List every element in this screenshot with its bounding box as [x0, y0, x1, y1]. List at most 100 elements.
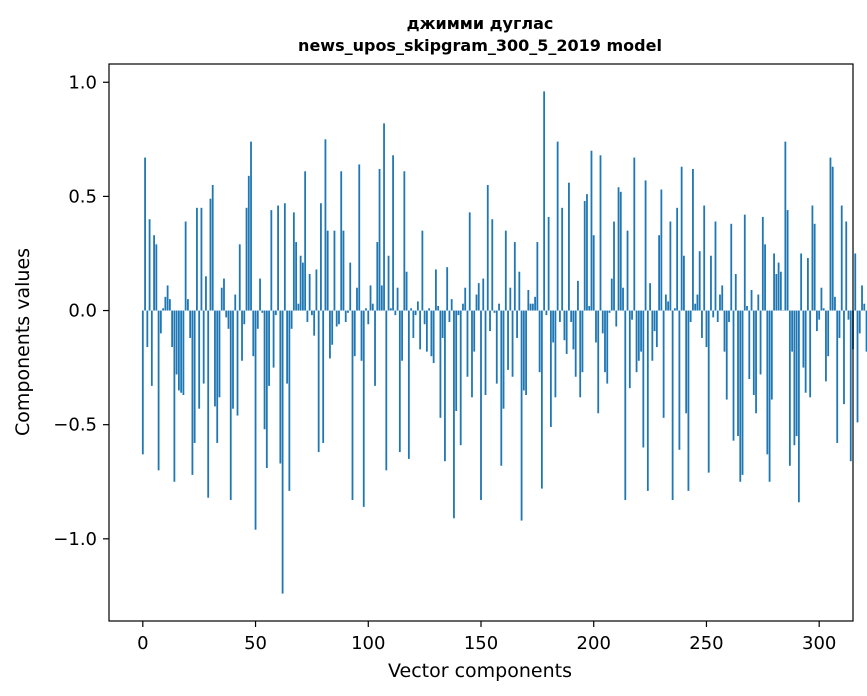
bar: [405, 271, 408, 311]
y-axis: −1.0 −0.5 0.0 0.5 1.0: [53, 72, 109, 550]
chart-title-line2: news_upos_skipgram_300_5_2019 model: [298, 36, 662, 55]
bar: [498, 303, 500, 311]
bar: [392, 155, 394, 311]
bar: [570, 310, 573, 322]
bar: [401, 310, 403, 361]
bar: [703, 205, 706, 311]
x-tick-label: 50: [244, 633, 267, 654]
bar: [863, 303, 866, 311]
bar: [563, 310, 566, 341]
bar: [202, 310, 205, 384]
bar: [734, 274, 737, 311]
bar: [236, 310, 239, 416]
bar: [820, 287, 823, 311]
bar: [534, 296, 537, 311]
bar: [356, 287, 358, 311]
bar: [568, 182, 570, 311]
bar: [685, 310, 688, 414]
bar: [324, 139, 327, 311]
bar: [444, 310, 446, 462]
bar: [216, 310, 219, 443]
bar: [701, 310, 703, 338]
bar: [412, 310, 415, 338]
bar: [453, 310, 455, 519]
bar: [840, 205, 843, 311]
bar: [502, 310, 505, 409]
bar: [495, 310, 498, 384]
bar: [698, 251, 701, 311]
bar: [265, 310, 268, 469]
bar: [423, 310, 426, 325]
bar: [331, 310, 334, 345]
bar: [572, 310, 575, 350]
x-tick-label: 300: [802, 633, 836, 654]
bar: [608, 310, 611, 313]
bar: [304, 171, 307, 311]
bar: [622, 287, 624, 311]
bar: [628, 310, 631, 389]
bar: [683, 255, 685, 311]
bar: [455, 310, 458, 411]
bar: [308, 274, 311, 311]
bar: [153, 235, 155, 311]
bar: [807, 258, 809, 311]
bar: [369, 285, 372, 311]
x-tick-label: 0: [137, 633, 148, 654]
bar: [268, 310, 270, 386]
bar: [489, 310, 491, 332]
bar: [227, 310, 230, 329]
bar: [410, 308, 413, 311]
bar: [597, 310, 600, 414]
bar: [646, 310, 649, 491]
bar: [531, 303, 534, 311]
y-tick-label: 0.0: [68, 301, 97, 322]
bar: [845, 221, 848, 311]
bar: [809, 310, 812, 398]
bar: [209, 198, 212, 311]
bar: [660, 189, 663, 311]
bar: [229, 310, 232, 501]
bar: [446, 267, 449, 311]
bar: [177, 310, 180, 391]
bar: [716, 310, 719, 322]
bar: [750, 290, 753, 311]
x-tick-label: 200: [577, 633, 611, 654]
bar: [795, 310, 798, 437]
bar: [360, 310, 363, 361]
bar: [633, 157, 636, 311]
bar: [836, 310, 839, 443]
bar: [191, 310, 194, 475]
x-tick-label: 100: [351, 633, 385, 654]
bar: [450, 299, 453, 311]
bar: [421, 230, 424, 311]
bar: [707, 310, 710, 473]
bar: [173, 310, 176, 482]
bar: [432, 310, 435, 364]
bar: [825, 310, 827, 382]
bar: [288, 310, 291, 491]
bar: [263, 310, 266, 430]
bar: [723, 310, 726, 352]
bar: [484, 310, 487, 395]
bar: [279, 310, 282, 464]
bar: [705, 310, 708, 348]
bar: [513, 242, 516, 311]
bar: [211, 184, 214, 311]
bar: [516, 310, 518, 338]
bar: [439, 310, 442, 418]
bar: [777, 262, 780, 311]
bar: [755, 310, 757, 414]
bar: [311, 310, 313, 316]
bar: [150, 310, 153, 386]
bar: [773, 253, 775, 311]
bar: [295, 242, 298, 311]
bar: [843, 310, 845, 405]
bar: [272, 310, 275, 368]
bar: [631, 310, 633, 320]
x-axis: 0 50 100 150 200 250 300: [137, 621, 836, 654]
bar: [189, 310, 192, 338]
bar: [200, 207, 203, 311]
bar: [416, 301, 419, 311]
bar: [813, 223, 816, 311]
